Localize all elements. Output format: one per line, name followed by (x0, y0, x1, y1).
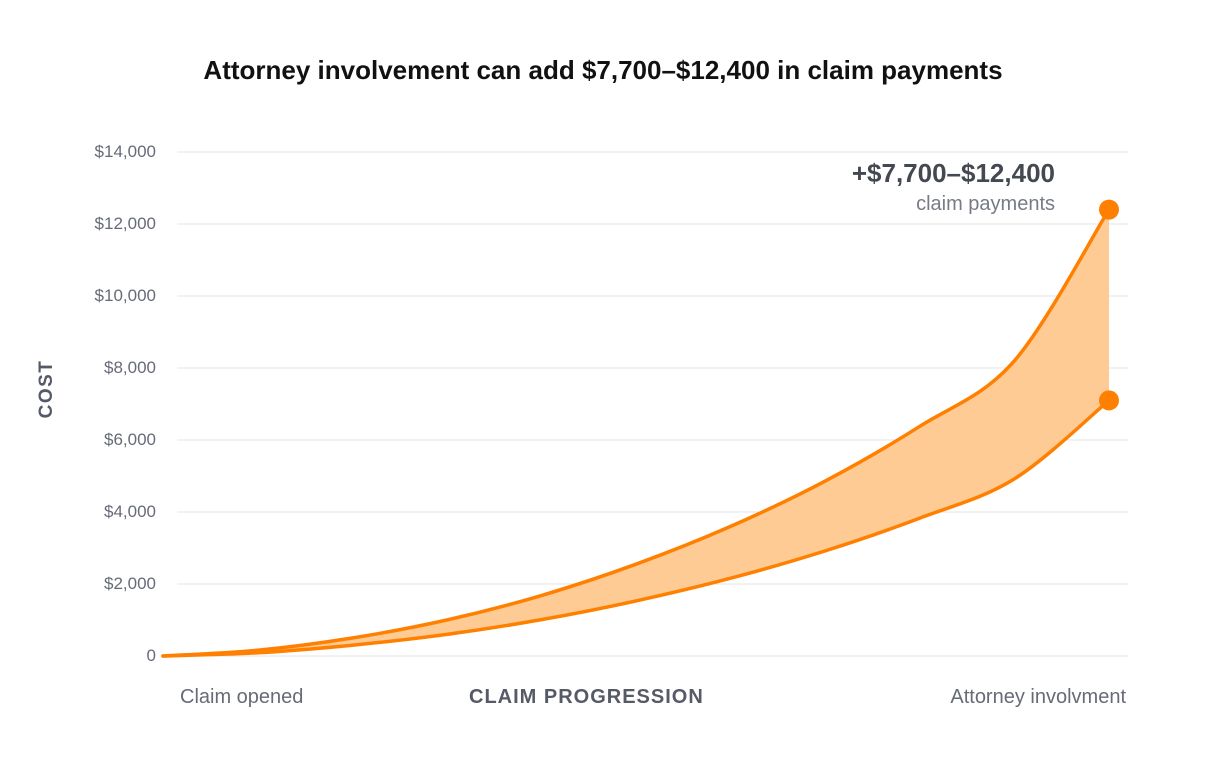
x-axis-label: CLAIM PROGRESSION (469, 686, 704, 708)
y-tick-label: $10,000 (94, 286, 156, 305)
y-tick-label: $2,000 (104, 574, 156, 593)
chart-title: Attorney involvement can add $7,700–$12,… (203, 55, 1003, 85)
y-tick-label: $8,000 (104, 358, 156, 377)
y-tick-label: $12,000 (94, 214, 156, 233)
annotation-value: +$7,700–$12,400 (851, 158, 1055, 188)
y-axis-label: COST (36, 359, 57, 419)
x-tick-label-end: Attorney involvment (950, 686, 1126, 708)
x-tick-label-start: Claim opened (180, 686, 304, 708)
endpoint-marker (1099, 199, 1119, 220)
y-tick-label: $4,000 (104, 502, 156, 521)
endpoint-marker (1099, 390, 1119, 411)
y-tick-label: $6,000 (104, 430, 156, 449)
y-tick-label: 0 (146, 646, 156, 665)
series-line-lower (161, 398, 1111, 658)
series-line-upper (161, 207, 1111, 658)
annotation-label: claim payments (916, 193, 1055, 215)
y-tick-label: $14,000 (94, 142, 156, 161)
range-band-area (163, 209, 1109, 656)
